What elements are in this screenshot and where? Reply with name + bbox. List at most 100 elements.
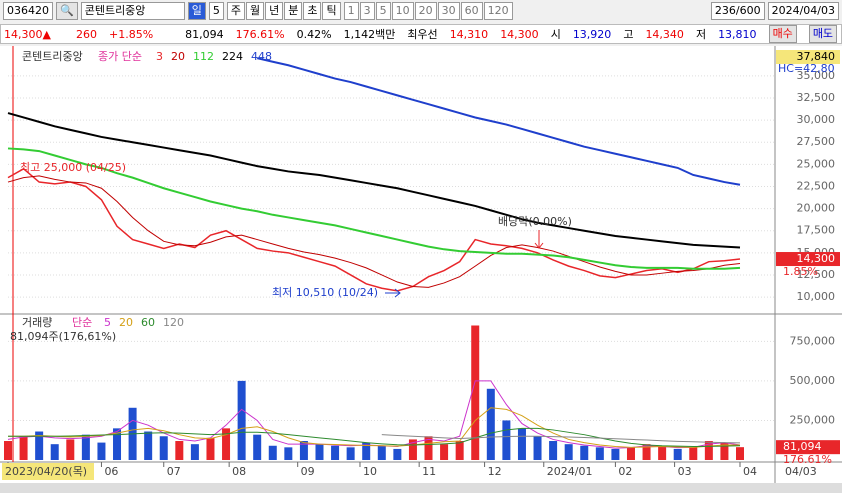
stock-name[interactable]: 콘텐트리중앙 [80,1,185,20]
code-input[interactable]: 036420 [3,1,53,20]
num-button[interactable]: 10 [391,1,414,20]
rate: +1.85% [109,27,154,41]
x-axis-end: 04/03 [785,465,817,478]
buy-button[interactable]: 매수 [768,25,797,43]
unit-button[interactable]: 년 [265,1,284,20]
vol-last-rate: 176.61% [783,453,832,466]
line-120 [381,434,741,444]
volume-bar [268,445,277,460]
vol-rate: 176.61% [235,27,285,41]
y-tick-label: 27,500 [797,135,836,148]
period-button[interactable]: 일 [187,1,206,20]
price: 14,300▲ [4,27,51,41]
last-rate: 1.85% [783,265,818,278]
x-tick-label: 07 [167,465,181,478]
volume-bar [331,445,340,460]
num-button[interactable]: 3 [359,1,375,20]
open: 13,920 [572,27,612,41]
volume-bar [471,325,480,460]
unit-button[interactable]: 월 [245,1,265,20]
volume-bar [206,437,215,460]
line-20 [8,407,740,448]
x-tick-label: 09 [301,465,315,478]
volume-bar [549,441,558,460]
volume-bar [50,444,59,460]
volume-bar [642,444,651,460]
volume-bar [346,447,355,460]
volume-bar [253,434,262,460]
line-60 [8,427,741,448]
volume-bar [408,439,417,460]
scrollbar[interactable] [0,483,842,493]
line-448 [256,57,741,186]
y-tick-label: 25,000 [797,157,836,170]
num-button[interactable]: 1 [343,1,359,20]
x-tick-label: 12 [488,465,502,478]
num-buttons: 1 3 5 10 20 30 60 120 [343,1,513,20]
unit-button[interactable]: 주 [226,1,245,20]
legend-entry: 120 [163,316,184,329]
hc-label: HC=42,80 [778,62,835,75]
num-button[interactable]: 120 [483,1,513,20]
volume-bar [35,431,44,460]
legend-prefix: 단순 [72,316,92,329]
volume-bar [362,442,371,460]
volume-bar [190,444,199,460]
num-button[interactable]: 5 [375,1,391,20]
period-count[interactable]: 5 [208,1,224,20]
volume-bar [673,448,682,460]
volume-bar [704,441,713,460]
y-tick-label: 20,000 [797,202,836,215]
unit-button[interactable]: 틱 [322,1,341,20]
unit-button[interactable]: 분 [284,1,303,20]
y-tick-label: 10,000 [797,290,836,303]
volume-bar [393,448,402,460]
legend-entry: 448 [251,50,272,63]
legend-entry: 3 [156,50,163,63]
num-button[interactable]: 20 [414,1,437,20]
num-button[interactable]: 30 [437,1,460,20]
annotation-low: 최저 10,510 (10/24) [272,286,378,299]
volume-bar [299,441,308,460]
volume-bar [144,431,153,460]
chart: 10,00012,50015,00017,50020,00022,50025,0… [0,46,842,493]
volume-bar [4,441,12,460]
volume-bar [502,420,511,460]
volume-bar [66,439,75,460]
volume: 81,094 [185,27,224,41]
volume-bar [517,428,526,460]
quote-bar: 14,300▲ 260 +1.85% 81,094 176.61% 0.42% … [0,24,842,44]
annotation-high: 최고 25,000 (04/25) [20,161,126,174]
num-button[interactable]: 60 [460,1,483,20]
dividend-arrow [534,230,544,249]
volume-bar [595,447,604,460]
bid: 14,300 [500,27,539,41]
legend-entry: 112 [193,50,214,63]
volume-bar [315,444,324,460]
ask: 14,310 [449,27,489,41]
count: 236/600 [710,1,765,20]
legend-entry: 60 [141,316,155,329]
search-button[interactable]: 🔍 [56,1,78,20]
volume-bar [736,447,744,460]
volume-info: 81,094주(176,61%) [10,330,116,343]
volume-bar [237,380,246,460]
legend-entry: 224 [222,50,243,63]
volume-bar [720,442,729,460]
volume-bar [175,441,184,460]
line-20 [7,175,741,288]
vol-last-label: 81,094 [783,440,822,453]
legend-name: 콘텐트리중앙 [22,50,83,63]
volume-bar [377,445,386,460]
volume-bar [611,448,620,460]
legend-prefix: 종가 단순 [98,50,142,63]
unit-button[interactable]: 초 [303,1,322,20]
y-tick-label: 35,000 [797,69,836,82]
x-tick-label: 11 [422,465,436,478]
y-tick-label: 500,000 [790,374,836,387]
date[interactable]: 2024/04/03 [767,1,839,20]
annotation-dividend: 배당락(0.00%) [498,215,572,228]
sell-button[interactable]: 매도 [808,25,838,43]
volume-bar [658,445,667,460]
